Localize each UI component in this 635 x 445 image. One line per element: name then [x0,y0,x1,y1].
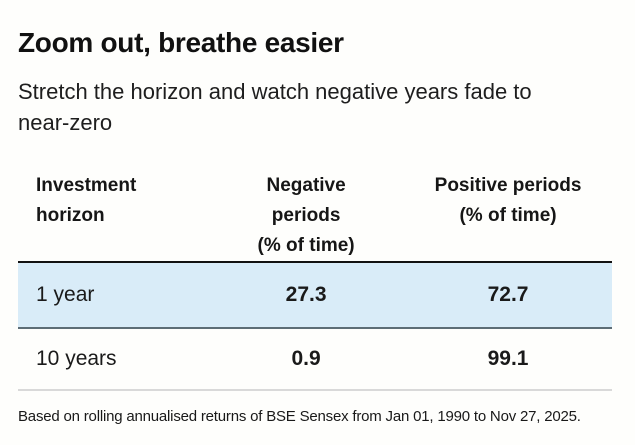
page-title: Zoom out, breathe easier [18,27,344,58]
column-header-investment-horizon: Investment horizon [18,171,208,231]
table-row-1-year: 1 year 27.3 72.7 [18,263,612,329]
negative-periods-value: 27.3 [285,283,327,306]
subtitle: Stretch the horizon and watch negative y… [18,79,532,135]
returns-table: Investment horizon Negative periods (% o… [18,171,612,391]
source-note: Based on rolling annualised returns of B… [18,408,581,425]
column-header-negative-periods: Negative periods (% of time) [208,171,404,261]
column-header-line: (% of time) [459,205,557,226]
row-label: 1 year [36,283,95,306]
column-header-line: Investment [36,175,137,196]
column-header-positive-periods: Positive periods (% of time) [404,171,612,231]
column-header-line: horizon [36,205,105,226]
column-header-line: Negative [266,175,346,196]
table-row-10-years: 10 years 0.9 99.1 [18,329,612,391]
row-label: 10 years [36,347,117,370]
negative-periods-value: 0.9 [291,347,321,370]
column-header-line: Positive periods [434,175,582,196]
table-header-row: Investment horizon Negative periods (% o… [18,171,612,263]
positive-periods-value: 99.1 [487,347,529,370]
column-header-line: periods [271,205,341,226]
column-header-line: (% of time) [257,235,355,256]
positive-periods-value: 72.7 [487,283,529,306]
